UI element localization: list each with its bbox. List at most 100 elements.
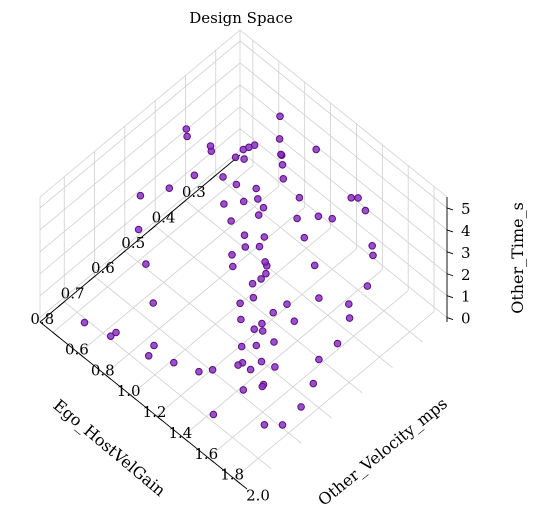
y-tick-label: 1.0	[117, 382, 141, 400]
data-point	[209, 410, 218, 419]
grid-line-y-floor	[182, 269, 383, 438]
data-point	[253, 195, 262, 203]
grid-line-z-left	[39, 150, 241, 318]
data-point	[240, 155, 248, 163]
data-point	[290, 317, 299, 326]
x-axis-ticks: 0.3 0.4 0.5 0.6 0.7 0.8	[30, 174, 217, 328]
x-tick-mark	[57, 301, 65, 308]
data-point	[182, 125, 191, 133]
grid-line-z-left	[39, 62, 241, 231]
data-point	[232, 180, 241, 189]
grid-line-y-floor	[104, 206, 305, 375]
data-point	[361, 206, 370, 215]
z-tick-mark	[446, 251, 454, 255]
pane-edge	[239, 29, 448, 198]
data-point	[149, 299, 157, 307]
data-point	[368, 242, 377, 250]
y-tick-mark	[207, 457, 215, 464]
grid-line-y-floor	[207, 290, 409, 458]
data-point	[278, 421, 287, 429]
data-point	[283, 300, 291, 309]
grid-line-y-floor	[52, 165, 254, 333]
y-tick-label: 1.2	[143, 403, 167, 421]
data-point	[261, 258, 269, 266]
data-point	[279, 175, 288, 183]
x-tick-mark	[209, 174, 217, 181]
data-point	[345, 314, 354, 322]
data-point	[219, 173, 227, 181]
grid-line-z-right	[239, 128, 448, 296]
data-point	[260, 233, 269, 241]
x-tick-mark	[88, 276, 95, 282]
data-point	[234, 361, 242, 369]
data-point	[254, 211, 263, 219]
data-point	[248, 279, 257, 288]
y-tick-mark	[233, 478, 241, 484]
x-tick-label: 0.7	[61, 284, 85, 302]
z-tick-label: 3	[461, 244, 471, 262]
x-axis-line	[39, 154, 241, 323]
x-tick-label: 0.6	[91, 259, 115, 277]
grid-line-y-floor	[233, 311, 435, 479]
z-tick-mark	[446, 273, 454, 277]
grid-line-z-right	[239, 62, 448, 231]
grid-line-z-left	[39, 128, 241, 296]
data-point	[252, 341, 261, 350]
axis-panes	[39, 29, 448, 479]
data-point	[271, 363, 279, 371]
x-tick-label: 0.8	[30, 310, 54, 328]
data-point	[257, 275, 265, 283]
data-point	[229, 262, 237, 271]
grid-line-y-floor	[130, 227, 331, 396]
data-point	[239, 197, 248, 206]
data-point	[260, 421, 269, 429]
data-point	[369, 251, 377, 260]
grid-line-z-right	[239, 106, 448, 275]
x-tick-mark	[118, 250, 126, 257]
x-tick-mark	[148, 225, 156, 232]
data-point	[312, 145, 321, 154]
data-point	[106, 332, 115, 341]
data-point	[170, 358, 178, 367]
y-tick-mark	[104, 373, 111, 380]
data-point	[297, 403, 305, 411]
chart-title: Design Space	[189, 9, 293, 27]
x-tick-label: 0.5	[121, 234, 145, 252]
y-axis-ticks: 0.60.81.01.21.41.61.82.0	[52, 332, 270, 505]
data-point	[245, 143, 253, 152]
z-tick-label: 0	[461, 310, 471, 328]
data-point	[262, 269, 270, 278]
data-point	[249, 293, 258, 302]
data-point	[300, 233, 309, 242]
data-point	[269, 308, 278, 317]
data-point	[80, 318, 89, 327]
pane-edge	[39, 29, 241, 198]
grid-line-x-floor	[185, 200, 393, 368]
data-point	[259, 203, 268, 212]
z-tick-label: 5	[461, 200, 471, 218]
data-point	[258, 382, 267, 391]
data-point	[237, 315, 245, 324]
x-tick-label: 0.4	[152, 209, 176, 227]
data-point	[208, 366, 217, 374]
grid-line-x-floor	[63, 301, 272, 470]
data-point	[112, 328, 120, 337]
z-tick-label: 2	[461, 266, 471, 284]
data-point	[252, 184, 261, 193]
data-point	[347, 194, 356, 202]
data-point	[206, 142, 215, 150]
data-point	[277, 150, 285, 159]
z-tick-mark	[446, 317, 454, 321]
data-point	[246, 365, 255, 374]
z-axis-label: Other_Time_s	[508, 202, 527, 314]
z-tick-mark	[446, 229, 454, 233]
data-point	[258, 327, 267, 335]
x-tick-label: 0.3	[182, 183, 206, 201]
data-point	[165, 184, 174, 192]
y-tick-label: 1.6	[194, 445, 218, 463]
data-point	[144, 352, 153, 360]
y-tick-label: 1.8	[220, 466, 244, 484]
data-point	[328, 214, 337, 223]
data-points	[80, 112, 377, 429]
